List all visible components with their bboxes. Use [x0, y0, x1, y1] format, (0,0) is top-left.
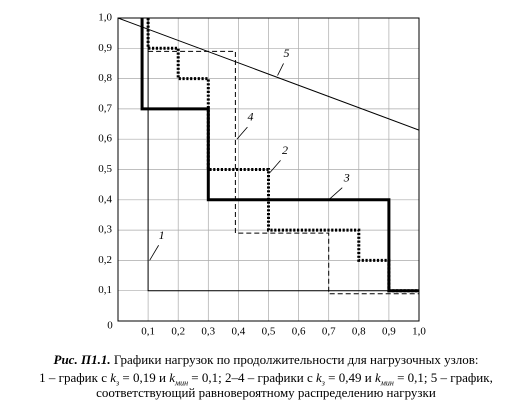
caption-subscript: мин [174, 378, 189, 388]
series-label: 4 [247, 110, 253, 124]
series-line [140, 18, 419, 293]
y-tick-label: 0,9 [98, 42, 112, 54]
caption-text: k [374, 370, 381, 385]
y-tick-label: 1,0 [98, 12, 112, 24]
caption-line-1: Рис. П1.1. Графики нагрузок по продолжит… [0, 352, 532, 367]
annotation-leader [277, 63, 284, 76]
x-tick-label: 0,7 [322, 326, 336, 338]
annotation-leader [149, 245, 159, 261]
y-tick-label: 0,6 [98, 133, 112, 145]
caption-text: k [110, 370, 117, 385]
caption-line-2: 1 – график с kз = 0,19 и kмин = 0,1; 2–4… [0, 370, 532, 391]
y-tick-label: 0,5 [98, 163, 112, 175]
caption-line-3: соответствующий равновероятному распреде… [0, 385, 532, 400]
y-tick-label: 0,3 [98, 224, 112, 236]
series-label: 1 [159, 228, 165, 242]
y-tick-label: 0,8 [98, 72, 112, 84]
caption-subscript: мин [380, 378, 394, 388]
caption-text: = 0,1; 5 – график, [393, 370, 493, 385]
y-tick-label: 0,4 [98, 193, 112, 205]
caption-subscript: з [116, 378, 120, 388]
x-tick-label: 1,0 [412, 326, 426, 338]
x-tick-label: 0,1 [141, 326, 155, 338]
caption-text: k [316, 370, 322, 385]
x-tick-label: 0,2 [171, 326, 185, 338]
series-label: 5 [284, 46, 290, 60]
y-tick-label: 0,2 [98, 254, 112, 266]
plot-frame [117, 17, 420, 322]
x-tick-label: 0 [107, 320, 113, 332]
annotation-leader [236, 126, 248, 140]
caption-text: соответствующий равновероятному распреде… [96, 385, 436, 400]
x-tick-label: 0,5 [262, 326, 276, 338]
caption-text: 1 – график с [39, 370, 111, 385]
caption-text: = 0,19 и [119, 370, 170, 385]
caption-text: = 0,1; 2–4 – графики с [188, 370, 317, 385]
caption-text: k [169, 370, 175, 385]
x-tick-label: 0,6 [292, 326, 306, 338]
y-tick-label: 0,1 [98, 284, 112, 296]
series-label: 3 [343, 170, 350, 184]
annotation-leader [269, 160, 281, 173]
chart: 0 0,1 0,2 0,3 0,4 0,5 0,6 0,7 0,8 0,9 1,0 0,1 0,2 0,3… [98, 12, 426, 338]
caption-title: Графики нагрузок по продолжительности дл… [110, 352, 479, 367]
x-tick-label: 0,8 [352, 326, 366, 338]
x-tick-label: 0,4 [232, 326, 246, 338]
y-tick-label: 0,7 [98, 102, 112, 114]
annotation-leader [328, 187, 343, 201]
caption-subscript: з [321, 378, 325, 388]
caption-text: = 0,49 и [324, 370, 375, 385]
series-line [148, 50, 419, 295]
x-tick-label: 0,3 [201, 326, 215, 338]
series-label: 2 [282, 143, 288, 157]
caption-label: Рис. П1.1. [53, 352, 111, 367]
x-tick-label: 0,9 [382, 326, 396, 338]
series-line [117, 17, 420, 131]
